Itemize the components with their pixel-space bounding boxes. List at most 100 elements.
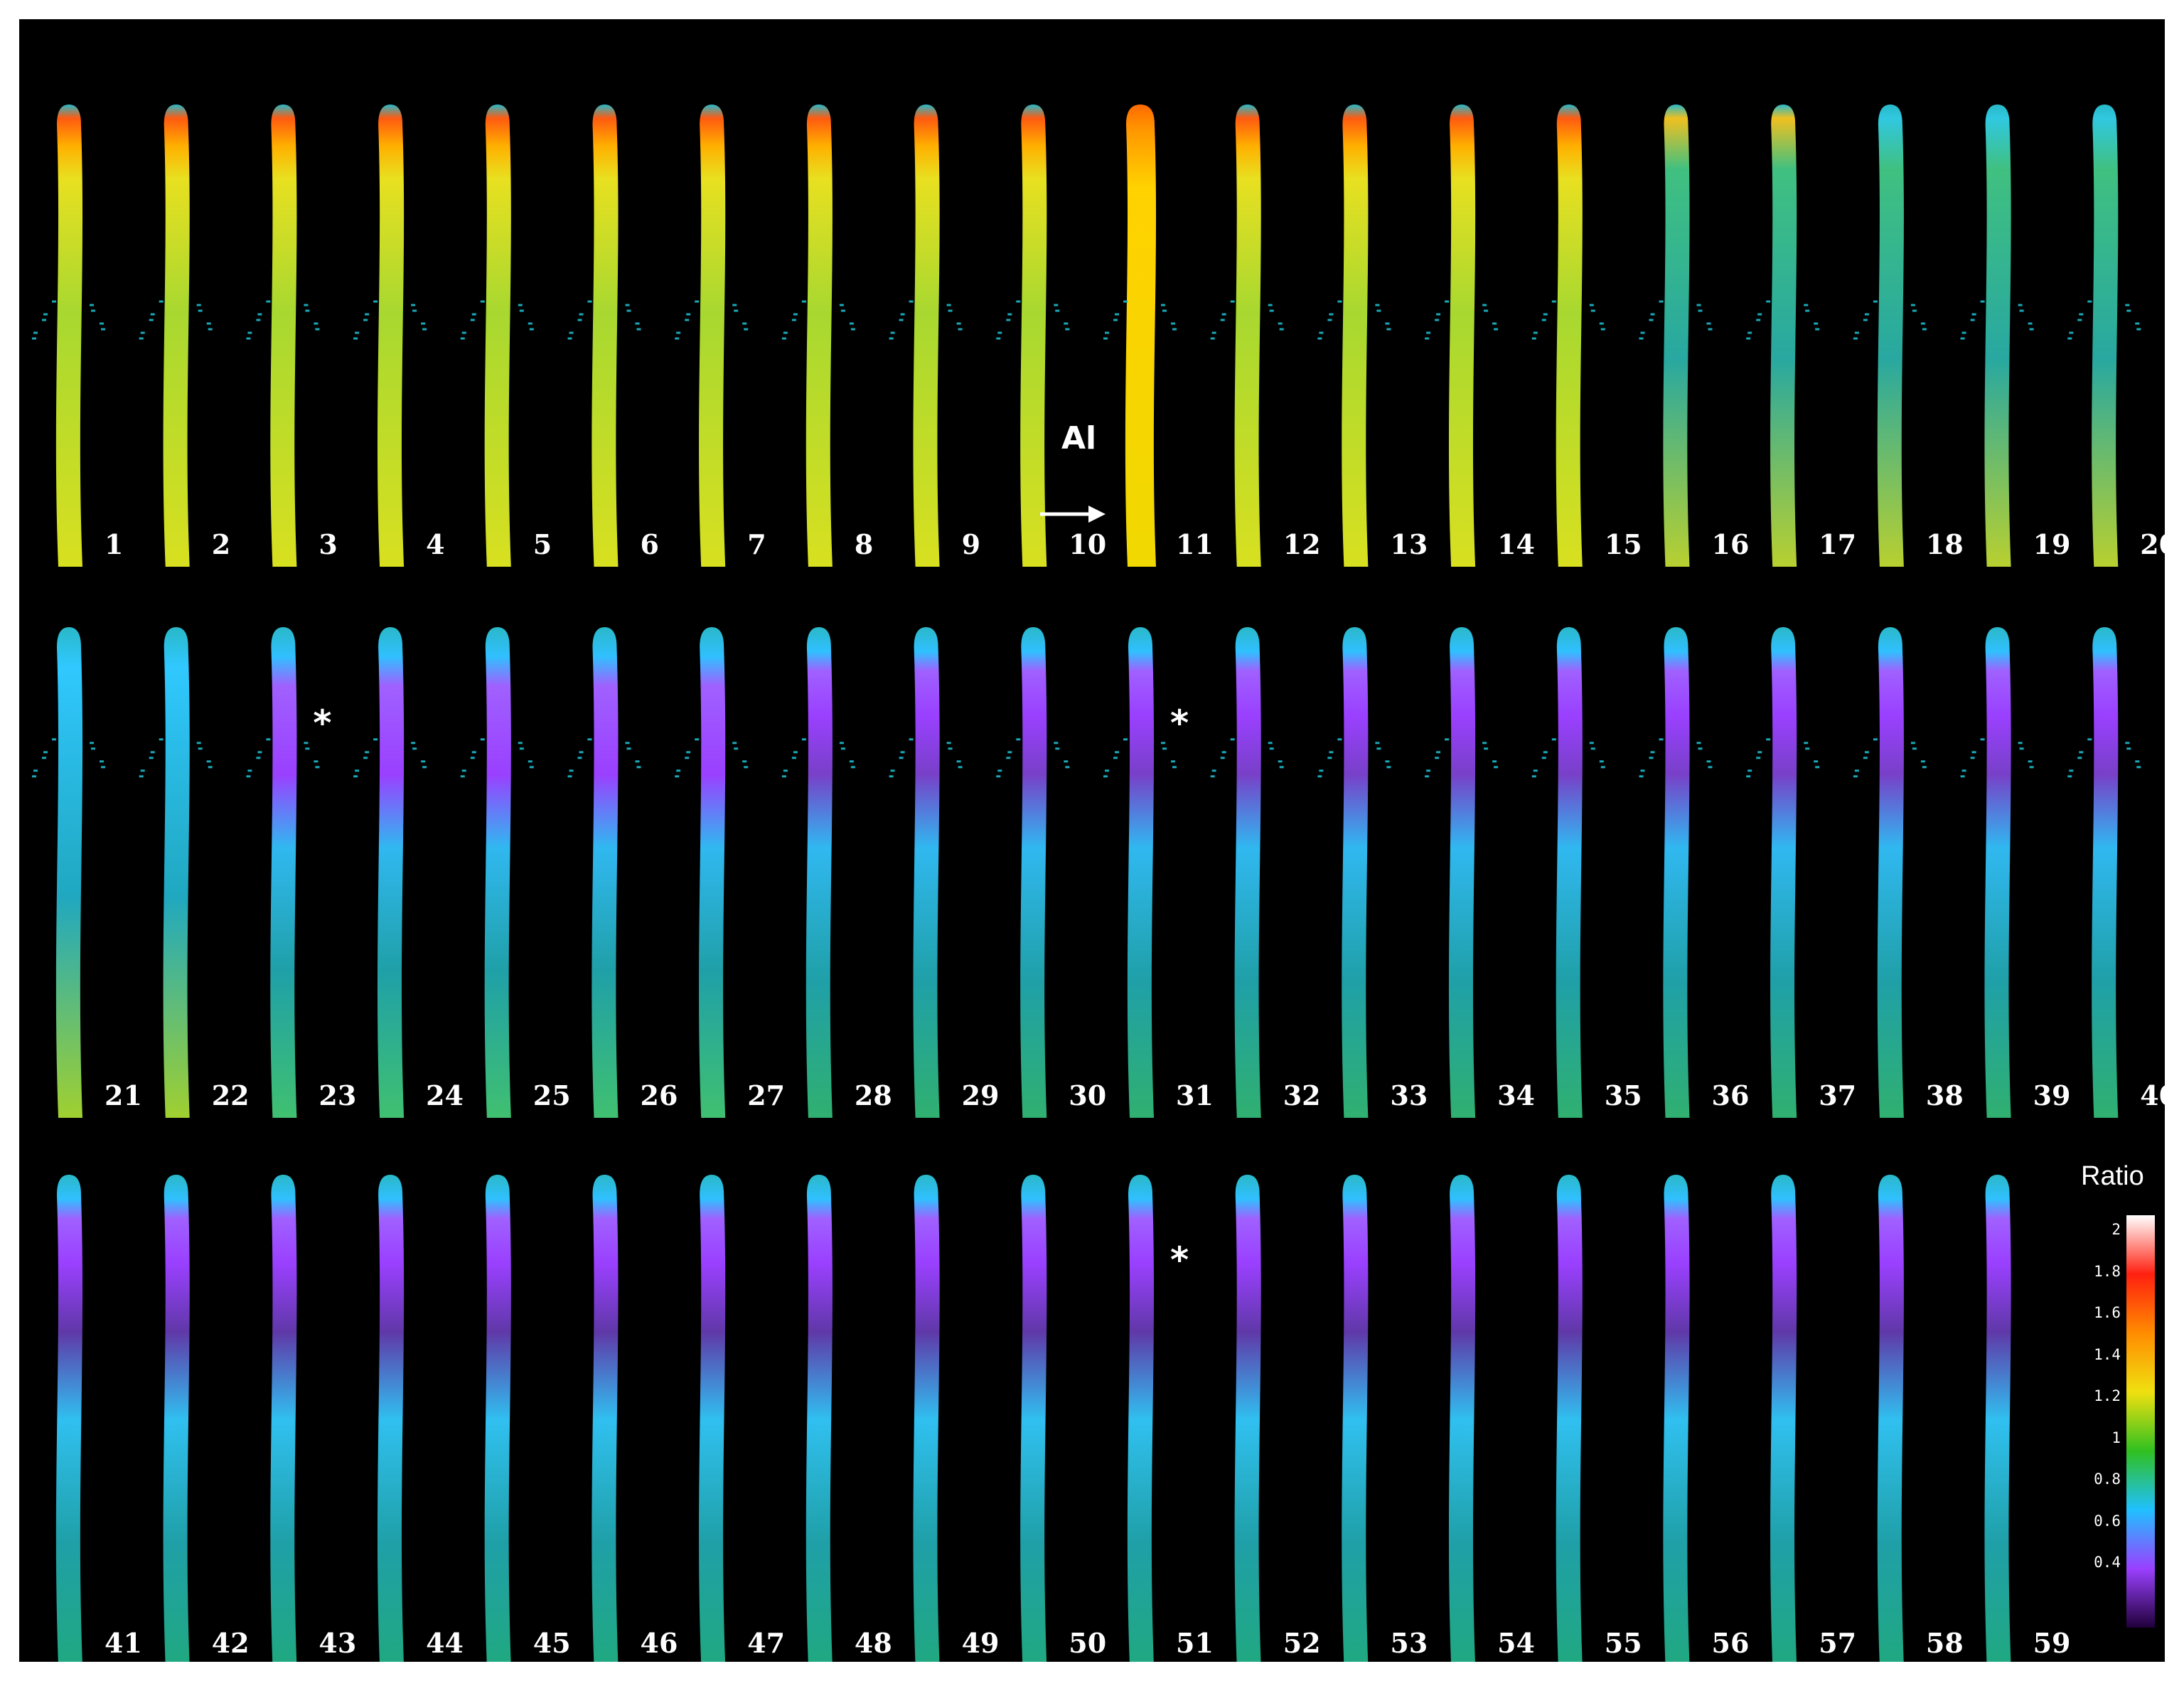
root-hair-frame-27 [699,627,726,1118]
frame-number-19: 19 [2033,528,2071,560]
frame-number-30: 30 [1069,1079,1107,1111]
root-hair-frame-11 [1125,105,1157,567]
root-hair-speckle-25 [460,738,534,778]
root-hair-speckle-1 [32,300,105,340]
root-hair-frame-54 [1448,1175,1476,1662]
root-hair-frame-3 [270,105,297,567]
frame-number-20: 20 [2140,528,2165,560]
root-hair-speckle-38 [1853,738,1927,778]
ratio-colorbar [2126,1215,2155,1628]
root-hair-speckle-5 [460,300,534,340]
root-hair-speckle-6 [567,300,641,340]
root-hair-frame-13 [1342,105,1369,567]
root-hair-frame-15 [1556,105,1583,567]
colorbar-tick-1.8: 1.8 [2094,1262,2121,1280]
frame-number-50: 50 [1069,1627,1107,1659]
root-hair-speckle-18 [1853,300,1927,340]
root-hair-speckle-22 [139,738,213,778]
root-hair-frame-2 [163,105,190,567]
root-hair-speckle-37 [1746,738,1820,778]
root-hair-frame-35 [1556,627,1583,1118]
root-hair-frame-19 [1984,105,2011,567]
root-hair-speckle-23 [246,738,320,778]
frame-number-16: 16 [1711,528,1750,560]
root-hair-speckle-40 [2067,738,2141,778]
colorbar-tick-1.2: 1.2 [2094,1387,2121,1404]
frame-number-4: 4 [426,528,445,560]
frame-number-35: 35 [1604,1079,1642,1111]
frame-number-59: 59 [2033,1627,2071,1659]
root-hair-frame-49 [913,1175,940,1662]
colorbar-tick-1: 1 [2111,1429,2121,1446]
root-hair-frame-30 [1020,627,1047,1118]
frame-number-8: 8 [854,528,874,560]
root-hair-speckle-30 [996,738,1070,778]
frame-number-48: 48 [854,1627,892,1659]
root-hair-frame-39 [1984,627,2011,1118]
root-hair-frame-53 [1342,1175,1369,1662]
root-hair-frame-58 [1877,1175,1904,1662]
frame-number-29: 29 [961,1079,1000,1111]
colorbar-title: Ratio [2081,1161,2144,1191]
root-hair-frame-24 [377,627,405,1118]
frame-number-7: 7 [747,528,766,560]
frame-number-2: 2 [211,528,231,560]
frame-number-49: 49 [961,1627,1000,1659]
frame-number-21: 21 [105,1079,142,1111]
frame-number-25: 25 [532,1079,571,1111]
root-hair-frame-51 [1127,1175,1155,1662]
root-hair-frame-18 [1877,105,1904,567]
colorbar-tick-0.4: 0.4 [2094,1554,2121,1571]
frame-number-44: 44 [426,1627,464,1659]
asterisk-marker-31: * [1170,703,1189,744]
frame-number-24: 24 [426,1079,464,1111]
frame-number-57: 57 [1819,1627,1857,1659]
root-hair-frame-50 [1020,1175,1047,1662]
root-hair-frame-52 [1234,1175,1261,1662]
root-hair-frame-14 [1448,105,1476,567]
frame-number-41: 41 [105,1627,142,1659]
root-hair-speckle-11 [1103,300,1177,340]
frame-number-14: 14 [1497,528,1535,560]
root-hair-frame-12 [1234,105,1261,567]
root-hair-speckle-9 [889,300,963,340]
colorbar-tick-1.4: 1.4 [2094,1345,2121,1363]
root-hair-speckle-20 [2067,300,2141,340]
root-hair-frame-16 [1663,105,1690,567]
root-hair-frame-21 [55,627,83,1118]
root-hair-speckle-31 [1103,738,1177,778]
root-hair-speckle-3 [246,300,320,340]
root-hair-frame-10 [1020,105,1047,567]
root-hair-frame-9 [913,105,940,567]
root-hair-frame-25 [484,627,511,1118]
treatment-arrow-icon [1040,506,1106,523]
frame-number-36: 36 [1711,1079,1750,1111]
root-hair-speckle-28 [781,738,855,778]
frame-number-51: 51 [1176,1627,1214,1659]
root-hair-frame-6 [592,105,619,567]
colorbar-tick-0.8: 0.8 [2094,1471,2121,1488]
root-hair-speckle-14 [1425,300,1499,340]
frame-number-15: 15 [1604,528,1642,560]
root-hair-speckle-32 [1210,738,1284,778]
frame-number-56: 56 [1711,1627,1750,1659]
root-hair-speckle-4 [353,300,427,340]
root-hair-speckle-36 [1639,738,1713,778]
frame-number-26: 26 [640,1079,678,1111]
root-hair-frame-5 [484,105,511,567]
root-hair-frame-4 [377,105,405,567]
frame-number-54: 54 [1497,1627,1535,1659]
root-hair-frame-33 [1342,627,1369,1118]
root-hair-speckle-15 [1531,300,1605,340]
root-hair-frame-20 [2092,105,2119,567]
frame-number-17: 17 [1819,528,1857,560]
root-hair-frame-1 [55,105,83,567]
frame-number-40: 40 [2140,1079,2165,1111]
root-hair-frame-55 [1556,1175,1583,1662]
root-hair-frame-57 [1770,1175,1797,1662]
root-hair-frame-46 [592,1175,619,1662]
frame-number-13: 13 [1390,528,1428,560]
frame-number-43: 43 [318,1627,357,1659]
root-hair-frame-40 [2092,627,2119,1118]
